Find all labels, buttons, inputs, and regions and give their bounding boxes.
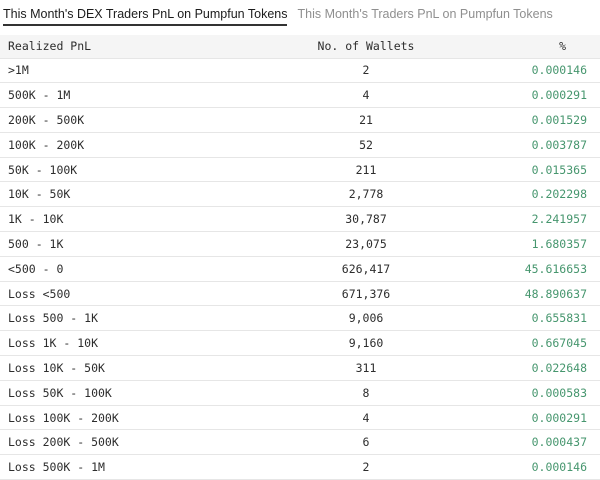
percent-cell: 0.003787 [462, 132, 600, 158]
realized-pnl-cell: Loss 50K - 100K [0, 380, 270, 406]
table-row: Loss 200K - 500K 6 0.000437 [0, 429, 600, 456]
column-header-percent: % [462, 35, 600, 59]
table-row: Loss 100K - 200K 4 0.000291 [0, 405, 600, 431]
realized-pnl-cell: Loss 500 - 1K [0, 305, 270, 332]
realized-pnl-cell: <500 - 0 [0, 256, 270, 282]
realized-pnl-cell: Loss 500K - 1M [0, 454, 270, 480]
realized-pnl-cell: 10K - 50K [0, 181, 270, 208]
wallets-cell: 30,787 [270, 206, 462, 233]
wallets-cell: 4 [270, 82, 462, 109]
percent-cell: 0.655831 [462, 305, 600, 332]
percent-cell: 0.000437 [462, 429, 600, 456]
percent-cell: 45.616653 [462, 256, 600, 282]
wallets-cell: 52 [270, 132, 462, 158]
column-header-realized-pnl: Realized PnL [0, 35, 270, 59]
wallets-cell: 2 [270, 454, 462, 480]
table-row: 50K - 100K 211 0.015365 [0, 157, 600, 183]
wallets-cell: 9,006 [270, 305, 462, 332]
percent-cell: 0.000583 [462, 380, 600, 406]
table-row: Loss 500 - 1K 9,006 0.655831 [0, 305, 600, 332]
pnl-table: Realized PnL No. of Wallets % >1M 2 0.00… [0, 35, 600, 480]
percent-cell: 0.667045 [462, 330, 600, 357]
wallets-cell: 6 [270, 429, 462, 456]
wallets-cell: 23,075 [270, 231, 462, 257]
wallets-cell: 9,160 [270, 330, 462, 357]
realized-pnl-cell: Loss 100K - 200K [0, 405, 270, 431]
table-row: 10K - 50K 2,778 0.202298 [0, 181, 600, 208]
percent-cell: 0.022648 [462, 355, 600, 381]
realized-pnl-cell: Loss 1K - 10K [0, 330, 270, 357]
percent-cell: 1.680357 [462, 231, 600, 257]
wallets-cell: 626,417 [270, 256, 462, 282]
table-row: 100K - 200K 52 0.003787 [0, 132, 600, 158]
percent-cell: 0.000291 [462, 82, 600, 109]
wallets-cell: 2 [270, 58, 462, 84]
realized-pnl-cell: 500 - 1K [0, 231, 270, 257]
table-row: <500 - 0 626,417 45.616653 [0, 256, 600, 282]
percent-cell: 0.015365 [462, 157, 600, 183]
wallets-cell: 2,778 [270, 181, 462, 208]
realized-pnl-cell: 100K - 200K [0, 132, 270, 158]
table-header: Realized PnL No. of Wallets % [0, 35, 600, 59]
table-row: 500 - 1K 23,075 1.680357 [0, 231, 600, 257]
table-row: Loss 10K - 50K 311 0.022648 [0, 355, 600, 381]
tab-dex-traders-pnl[interactable]: This Month's DEX Traders PnL on Pumpfun … [3, 7, 288, 26]
percent-cell: 0.000146 [462, 58, 600, 84]
realized-pnl-cell: 200K - 500K [0, 107, 270, 133]
tab-bar: This Month's DEX Traders PnL on Pumpfun … [0, 0, 600, 35]
percent-cell: 0.000291 [462, 405, 600, 431]
percent-cell: 0.202298 [462, 181, 600, 208]
table-row: Loss 50K - 100K 8 0.000583 [0, 380, 600, 406]
percent-cell: 48.890637 [462, 281, 600, 307]
wallets-cell: 8 [270, 380, 462, 406]
table-body: >1M 2 0.000146 500K - 1M 4 0.000291 200K… [0, 58, 600, 480]
realized-pnl-cell: 1K - 10K [0, 206, 270, 233]
table-row: >1M 2 0.000146 [0, 58, 600, 84]
wallets-cell: 21 [270, 107, 462, 133]
wallets-cell: 211 [270, 157, 462, 183]
table-row: Loss 1K - 10K 9,160 0.667045 [0, 330, 600, 357]
table-row: 500K - 1M 4 0.000291 [0, 82, 600, 109]
wallets-cell: 4 [270, 405, 462, 431]
tab-traders-pnl[interactable]: This Month's Traders PnL on Pumpfun Toke… [297, 7, 553, 21]
realized-pnl-cell: Loss 10K - 50K [0, 355, 270, 381]
percent-cell: 2.241957 [462, 206, 600, 233]
realized-pnl-cell: >1M [0, 58, 270, 84]
table-row: Loss 500K - 1M 2 0.000146 [0, 454, 600, 480]
table-row: 1K - 10K 30,787 2.241957 [0, 206, 600, 233]
table-row: Loss <500 671,376 48.890637 [0, 281, 600, 307]
percent-cell: 0.000146 [462, 454, 600, 480]
realized-pnl-cell: 500K - 1M [0, 82, 270, 109]
column-header-wallets: No. of Wallets [270, 35, 462, 59]
wallets-cell: 671,376 [270, 281, 462, 307]
realized-pnl-cell: Loss 200K - 500K [0, 429, 270, 456]
table-row: 200K - 500K 21 0.001529 [0, 107, 600, 133]
realized-pnl-cell: Loss <500 [0, 281, 270, 307]
realized-pnl-cell: 50K - 100K [0, 157, 270, 183]
wallets-cell: 311 [270, 355, 462, 381]
percent-cell: 0.001529 [462, 107, 600, 133]
